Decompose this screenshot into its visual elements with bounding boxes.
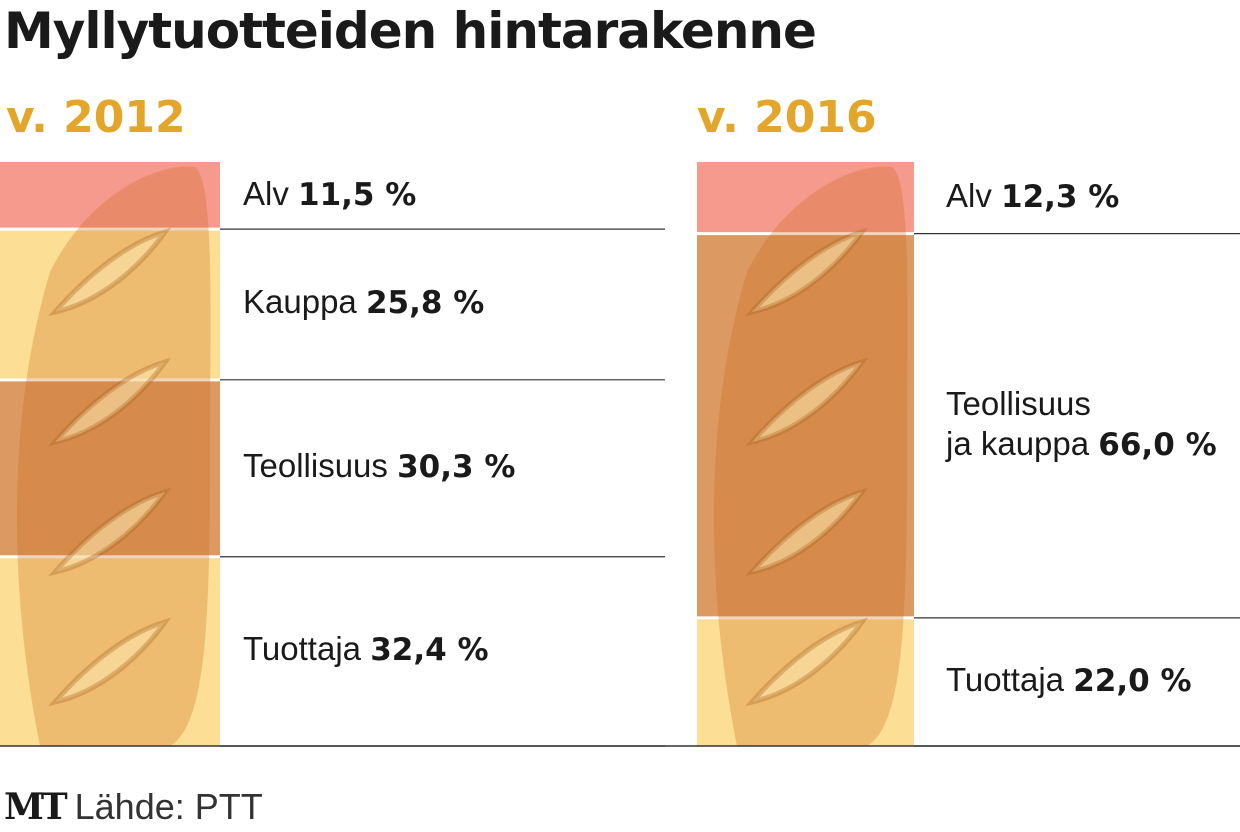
segment-label: Tuottaja 22,0 % xyxy=(946,660,1192,701)
segment-label: Teollisuus ja kauppa 66,0 % xyxy=(946,384,1217,465)
bread-icon xyxy=(713,166,908,747)
segment-label: Alv 12,3 % xyxy=(946,176,1119,217)
segment-name: Alv xyxy=(946,176,992,214)
bread-score-mark xyxy=(745,357,869,447)
segment-value: 30,3 % xyxy=(397,449,516,486)
source-text: Lähde: PTT xyxy=(74,786,263,827)
segment-value: 25,8 % xyxy=(365,285,485,322)
bar-segment-tuottaja xyxy=(697,617,914,746)
footer: MT Lähde: PTT xyxy=(4,786,263,828)
year-2012-heading: v. 2012 xyxy=(6,92,186,143)
chart-title: Myllytuotteiden hintarakenne xyxy=(4,2,817,60)
segment-name: Alv xyxy=(243,174,289,212)
segment-label: Kauppa 25,8 % xyxy=(243,282,484,323)
segment-value: 22,0 % xyxy=(1073,662,1192,699)
segment-name: ja kauppa xyxy=(946,424,1090,462)
segment-value: 11,5 % xyxy=(298,176,417,213)
segment-value: 66,0 % xyxy=(1098,426,1217,463)
segment-name: Tuottaja xyxy=(946,660,1065,698)
bar-segment-teollisuus-ja-kauppa xyxy=(697,233,914,618)
segment-value: 32,4 % xyxy=(370,632,489,669)
bread-score-mark xyxy=(745,487,869,577)
bread-score-mark xyxy=(48,617,172,707)
year-2016-heading: v. 2016 xyxy=(697,92,877,143)
bread-score-mark xyxy=(745,617,869,707)
bar-segment-kauppa xyxy=(0,229,220,380)
bar-segment-alv xyxy=(697,162,914,234)
bar-segment-alv xyxy=(0,162,220,230)
segment-name: Teollisuus xyxy=(946,384,1091,422)
segment-value: 12,3 % xyxy=(1001,178,1120,215)
segment-name: Tuottaja xyxy=(243,630,362,668)
segment-name: Kauppa xyxy=(243,283,357,321)
mt-logo: MT xyxy=(4,786,68,828)
segment-label: Teollisuus 30,3 % xyxy=(243,446,515,487)
bread-icon xyxy=(16,166,211,747)
segment-name: Teollisuus xyxy=(243,447,388,485)
bread-score-mark xyxy=(48,227,172,317)
segment-label: Alv 11,5 % xyxy=(243,174,416,215)
bread-score-mark xyxy=(48,487,172,577)
segment-label: Tuottaja 32,4 % xyxy=(243,629,489,670)
bread-score-mark xyxy=(745,227,869,317)
bread-score-mark xyxy=(48,357,172,447)
